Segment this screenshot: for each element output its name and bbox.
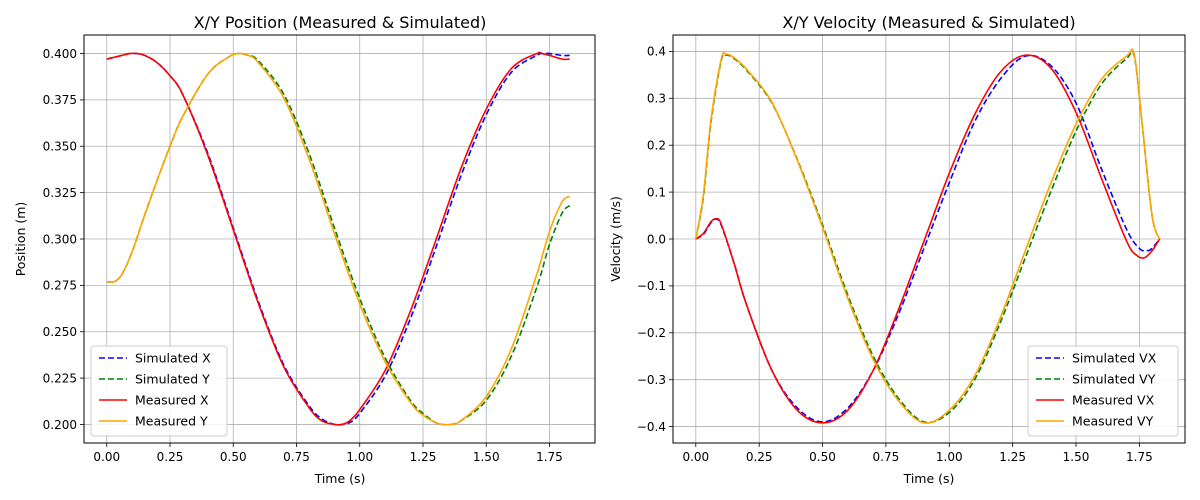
x-tick-label: 1.25 xyxy=(999,450,1026,464)
series-line-measured-vy xyxy=(695,48,1161,424)
y-tick-label: 0.300 xyxy=(43,232,77,246)
legend: Simulated VX Simulated VY Measured VX Measu… xyxy=(1027,345,1179,437)
series-line-simulated-vy xyxy=(695,50,1161,424)
series-line-simulated-vx xyxy=(695,54,1161,423)
legend-label: Measured VX xyxy=(1072,393,1155,408)
x-tick-label: 0.75 xyxy=(283,450,310,464)
x-axis-label: Time (s) xyxy=(314,471,366,486)
y-tick-label: 0.275 xyxy=(43,279,77,293)
legend-label: Simulated X xyxy=(135,351,211,366)
legend-label: Simulated VY xyxy=(1072,372,1156,387)
y-tick-label: −0.2 xyxy=(637,326,666,340)
chart-title: X/Y Position (Measured & Simulated) xyxy=(194,13,487,32)
x-tick-label: 0.00 xyxy=(682,450,709,464)
y-tick-label: 0.400 xyxy=(43,47,77,61)
y-tick-label: −0.1 xyxy=(637,279,666,293)
x-axis-ticks: 0.00 0.25 0.50 0.75 1.00 1.25 1.50 1.75 xyxy=(93,443,563,464)
y-axis-label: Position (m) xyxy=(13,202,28,277)
y-tick-label: −0.3 xyxy=(637,373,666,387)
x-tick-label: 1.50 xyxy=(473,450,500,464)
series-lines xyxy=(106,51,571,426)
y-tick-label: 0.200 xyxy=(43,418,77,432)
series-line-measured-vx xyxy=(695,54,1161,424)
x-tick-label: 1.75 xyxy=(1126,450,1153,464)
legend-label: Measured VY xyxy=(1072,414,1154,429)
x-tick-label: 0.50 xyxy=(220,450,247,464)
legend-label: Simulated VX xyxy=(1072,351,1157,366)
x-tick-label: 1.75 xyxy=(536,450,563,464)
x-tick-label: 0.75 xyxy=(873,450,900,464)
y-tick-label: 0.250 xyxy=(43,325,77,339)
x-axis-ticks: 0.00 0.25 0.50 0.75 1.00 1.25 1.50 1.75 xyxy=(682,443,1153,464)
legend-box xyxy=(90,345,228,437)
x-tick-label: 1.25 xyxy=(410,450,437,464)
x-tick-label: 0.50 xyxy=(809,450,836,464)
series-lines xyxy=(695,48,1161,424)
y-tick-label: 0.350 xyxy=(43,140,77,154)
y-tick-label: 0.225 xyxy=(43,371,77,385)
y-tick-label: 0.1 xyxy=(647,185,666,199)
legend-label: Measured Y xyxy=(135,414,208,429)
y-tick-label: 0.325 xyxy=(43,186,77,200)
y-tick-label: −0.4 xyxy=(637,420,666,434)
x-tick-label: 0.25 xyxy=(157,450,184,464)
legend: Simulated X Simulated Y Measured X Measured… xyxy=(90,345,228,437)
x-tick-label: 1.00 xyxy=(936,450,963,464)
y-tick-label: 0.2 xyxy=(647,139,666,153)
velocity-chart: X/Y Velocity (Measured & Simulated) 0.00… xyxy=(608,13,1186,486)
y-tick-label: 0.4 xyxy=(647,45,666,59)
x-tick-label: 0.00 xyxy=(93,450,120,464)
y-axis-ticks: −0.4 −0.3 −0.2 −0.1 0.0 0.1 0.2 0.3 0.4 xyxy=(637,45,673,434)
y-tick-label: 0.0 xyxy=(647,232,666,246)
chart-title: X/Y Velocity (Measured & Simulated) xyxy=(782,13,1075,32)
position-chart: X/Y Position (Measured & Simulated) 0.00… xyxy=(13,13,596,486)
series-line-measured-x xyxy=(106,51,570,426)
x-tick-label: 1.00 xyxy=(346,450,373,464)
x-axis-label: Time (s) xyxy=(903,471,955,486)
legend-box xyxy=(1027,345,1179,437)
y-tick-label: 0.375 xyxy=(43,93,77,107)
y-tick-label: 0.3 xyxy=(647,92,666,106)
legend-label: Simulated Y xyxy=(135,372,210,387)
series-line-measured-y xyxy=(106,52,571,426)
y-axis-ticks: 0.200 0.225 0.250 0.275 0.300 0.325 0.350 0.375… xyxy=(43,47,84,432)
legend-label: Measured X xyxy=(135,393,209,408)
x-tick-label: 1.50 xyxy=(1063,450,1090,464)
x-tick-label: 0.25 xyxy=(746,450,773,464)
y-axis-label: Velocity (m/s) xyxy=(608,196,623,282)
